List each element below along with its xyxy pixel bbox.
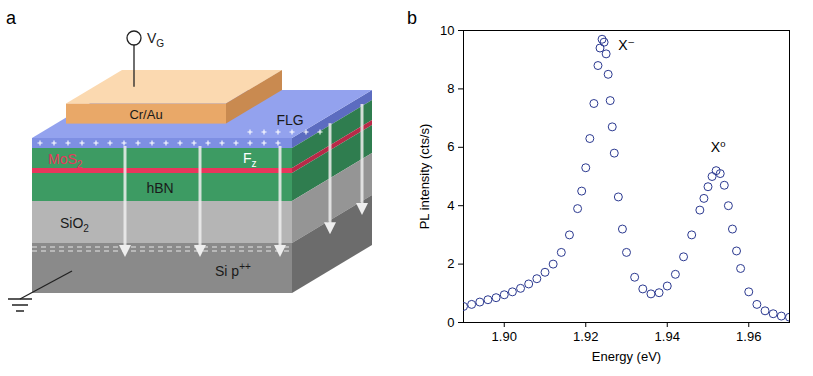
svg-text:2: 2 bbox=[447, 256, 454, 271]
svg-text:1.90: 1.90 bbox=[492, 329, 517, 344]
svg-text:MoS2: MoS2 bbox=[48, 151, 83, 170]
svg-text:Fz: Fz bbox=[243, 150, 257, 169]
svg-text:0: 0 bbox=[447, 315, 454, 330]
svg-text:VG: VG bbox=[147, 30, 164, 49]
svg-text:10: 10 bbox=[440, 23, 454, 38]
svg-text:1.96: 1.96 bbox=[736, 329, 761, 344]
svg-text:1.94: 1.94 bbox=[655, 329, 680, 344]
svg-text:SiO2: SiO2 bbox=[60, 215, 89, 234]
svg-text:a: a bbox=[6, 8, 17, 28]
svg-text:X⁰: X⁰ bbox=[711, 139, 726, 155]
svg-text:hBN: hBN bbox=[146, 180, 173, 196]
svg-text:Energy (eV): Energy (eV) bbox=[592, 349, 661, 364]
svg-text:Cr/Au: Cr/Au bbox=[129, 107, 162, 122]
html-text:b: b bbox=[407, 8, 417, 28]
svg-text:6: 6 bbox=[447, 139, 454, 154]
svg-text:Si p++: Si p++ bbox=[215, 261, 251, 279]
svg-text:FLG: FLG bbox=[276, 112, 303, 128]
svg-text:1.92: 1.92 bbox=[573, 329, 598, 344]
svg-text:PL intensity (cts/s): PL intensity (cts/s) bbox=[417, 124, 432, 230]
svg-text:8: 8 bbox=[447, 81, 454, 96]
svg-text:4: 4 bbox=[447, 198, 454, 213]
svg-text:X⁻: X⁻ bbox=[618, 37, 635, 53]
